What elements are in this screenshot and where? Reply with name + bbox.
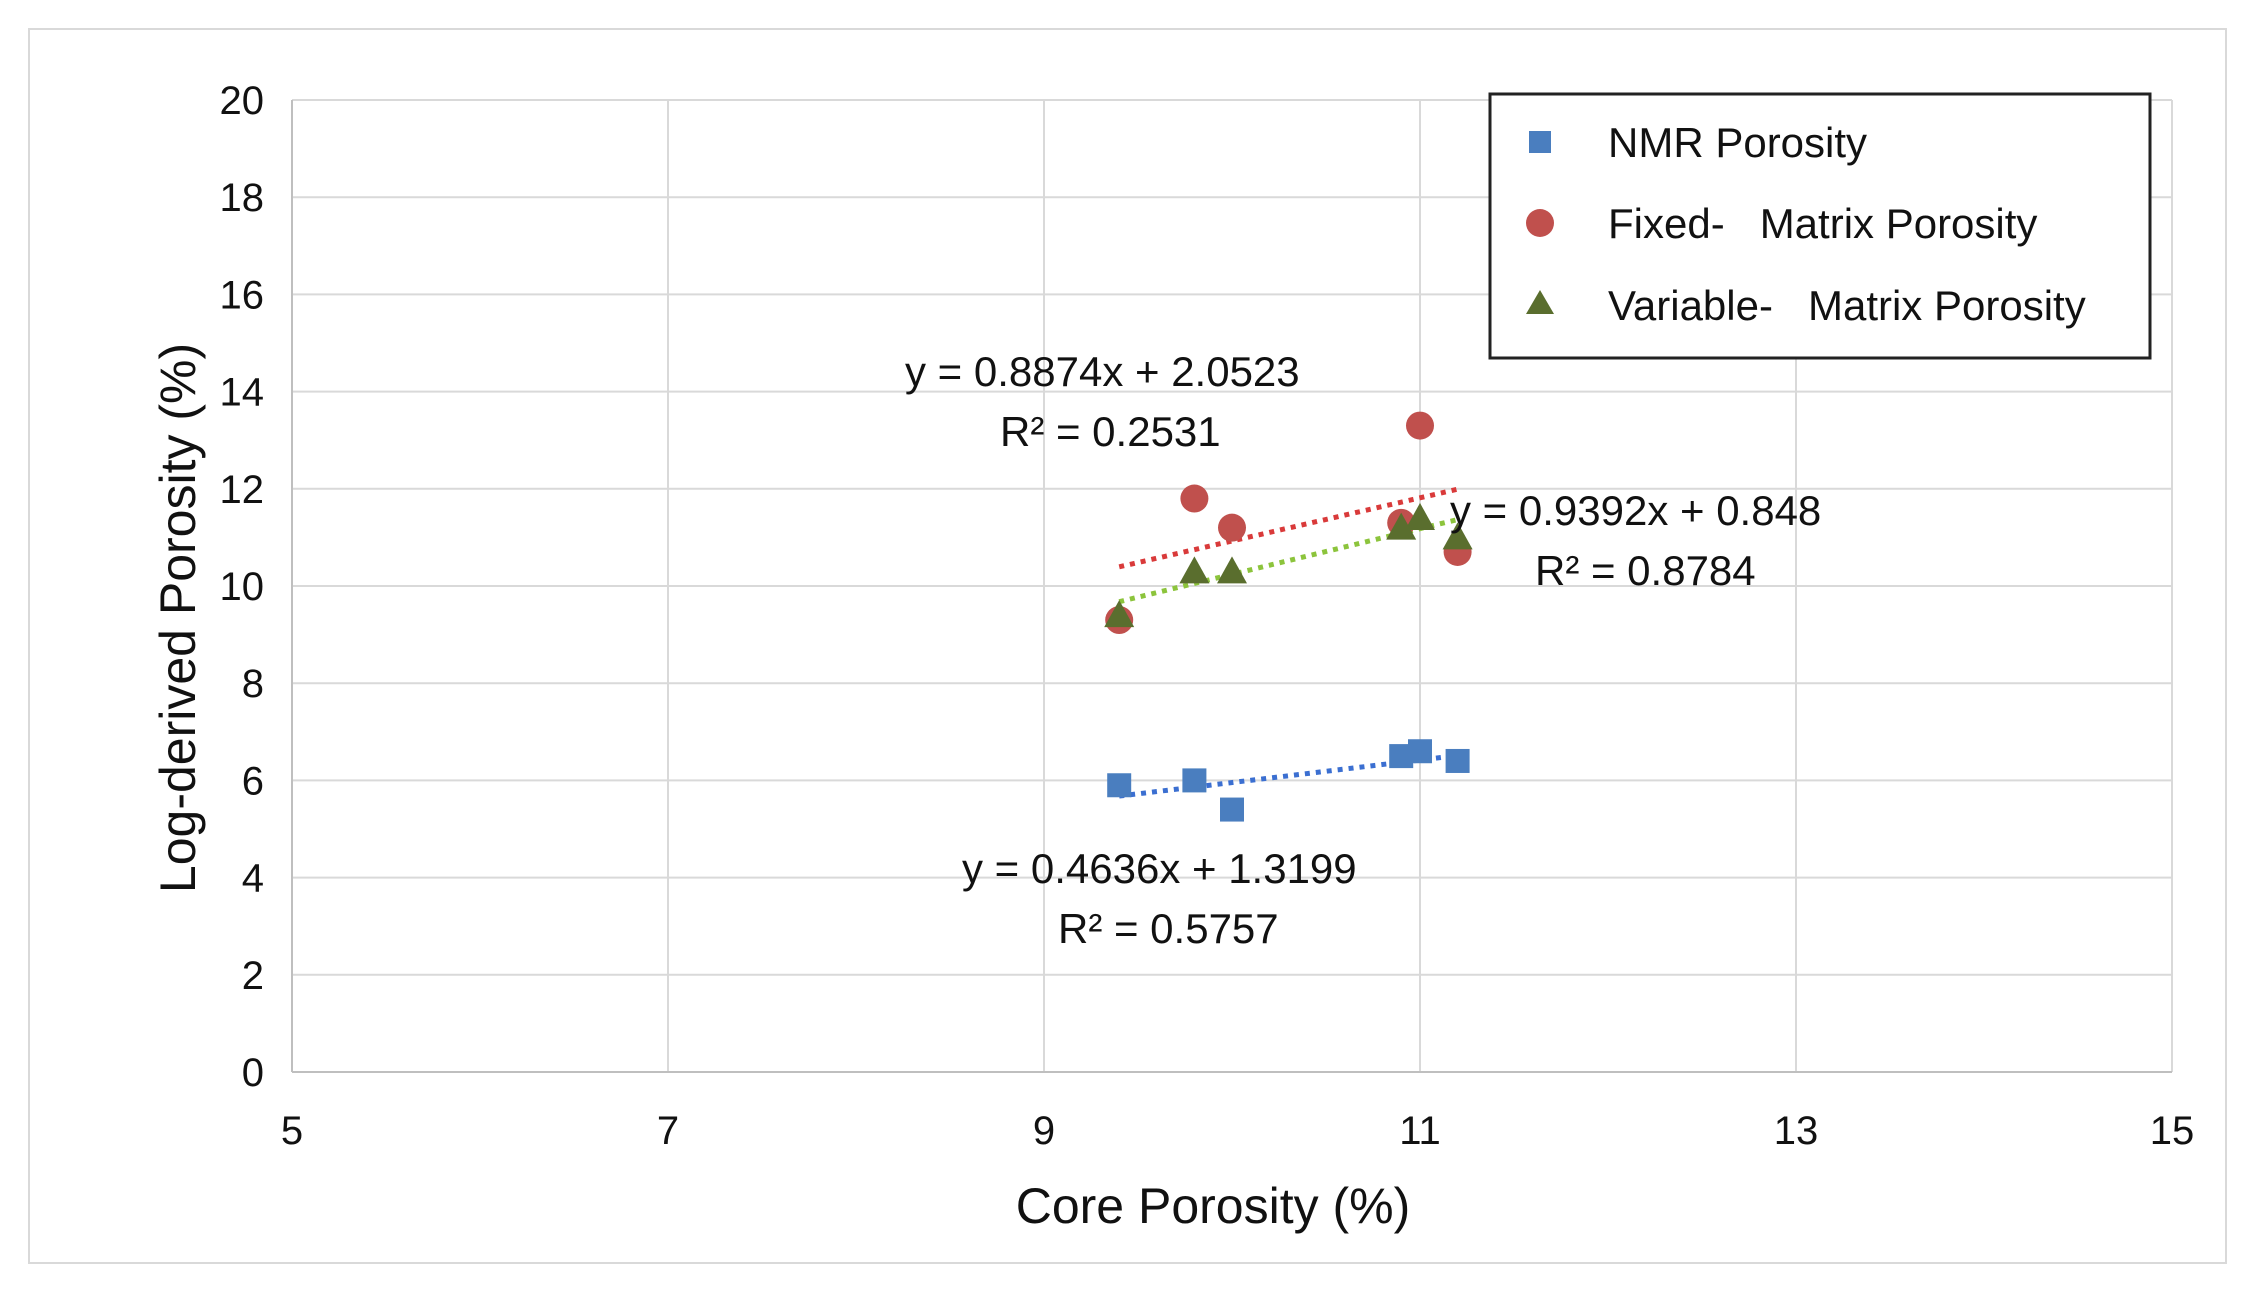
data-points (1104, 411, 1473, 822)
variable-data-point (1442, 522, 1473, 550)
nmr-data-point (1408, 739, 1432, 764)
nmr-trendline (1118, 753, 1458, 799)
y-tick-label: 18 (220, 176, 265, 220)
y-tick-label: 8 (242, 662, 264, 706)
y-tick-label: 0 (242, 1051, 264, 1095)
x-tick-label: 13 (1774, 1109, 1819, 1153)
chart-frame: 0 2 4 6 8 10 12 14 16 18 20 5 7 9 11 13 15 y = 0.8874x +… (28, 28, 2227, 1264)
nmr-equation-label: y = 0.4636x + 1.3199 (962, 845, 1357, 892)
variable-equation-label: y = 0.9392x + 0.848 (1450, 487, 1821, 534)
nmr-data-point (1445, 748, 1470, 773)
variable-data-point (1179, 556, 1210, 584)
y-tick-label: 16 (220, 273, 265, 317)
nmr-r2-label: R² = 0.5757 (1058, 905, 1279, 952)
y-tick-label: 6 (242, 759, 264, 803)
y-axis-title: Log-derived Porosity (%) (150, 343, 206, 893)
variable-data-point (1405, 502, 1435, 530)
legend-variable-label: Variable- Matrix Porosity (1608, 282, 2086, 329)
legend-variable-marker (1526, 290, 1554, 314)
legend-nmr-marker (1529, 131, 1551, 153)
variable-data-point (1217, 556, 1247, 584)
legend-nmr-label: NMR Porosity (1608, 119, 1867, 166)
variable-data-point (1386, 512, 1417, 540)
fixed-data-point (1406, 411, 1434, 440)
nmr-data-point (1107, 773, 1132, 798)
scatter-chart: 0 2 4 6 8 10 12 14 16 18 20 5 7 9 11 13 15 y = 0.8874x +… (150, 79, 2195, 1234)
fixed-data-point (1218, 513, 1246, 542)
y-tick-label: 20 (220, 79, 265, 123)
x-tick-label: 15 (2150, 1109, 2195, 1153)
x-tick-label: 9 (1033, 1109, 1055, 1153)
legend-fixed-marker (1526, 209, 1554, 237)
axes: 0 2 4 6 8 10 12 14 16 18 20 5 7 9 11 13 15 (220, 79, 2195, 1153)
x-axis-title: Core Porosity (%) (1016, 1178, 1411, 1234)
y-tick-label: 4 (242, 857, 264, 901)
fixed-r2-label: R² = 0.2531 (1000, 408, 1221, 455)
variable-data-point (1104, 600, 1135, 628)
legend: NMR Porosity Fixed- Matrix Porosity Vari… (1488, 92, 2152, 360)
legend-box (1488, 92, 2152, 360)
fixed-equation-label: y = 0.8874x + 2.0523 (905, 348, 1300, 395)
y-tick-label: 14 (220, 371, 265, 415)
x-tick-label: 11 (1399, 1109, 1441, 1153)
x-tick-label: 5 (281, 1109, 303, 1153)
y-tick-label: 2 (242, 954, 264, 998)
y-tick-label: 12 (220, 468, 265, 512)
legend-fixed-label: Fixed- Matrix Porosity (1608, 200, 2037, 247)
fixed-data-point (1180, 484, 1209, 513)
variable-r2-label: R² = 0.8784 (1535, 547, 1756, 594)
nmr-data-point (1220, 797, 1244, 822)
nmr-data-point (1182, 768, 1207, 793)
x-tick-label: 7 (657, 1109, 679, 1153)
fixed-trendline (1118, 486, 1459, 570)
y-tick-label: 10 (220, 565, 265, 609)
trendline-annotations: y = 0.8874x + 2.0523 R² = 0.2531 y = 0.9… (905, 348, 1821, 952)
